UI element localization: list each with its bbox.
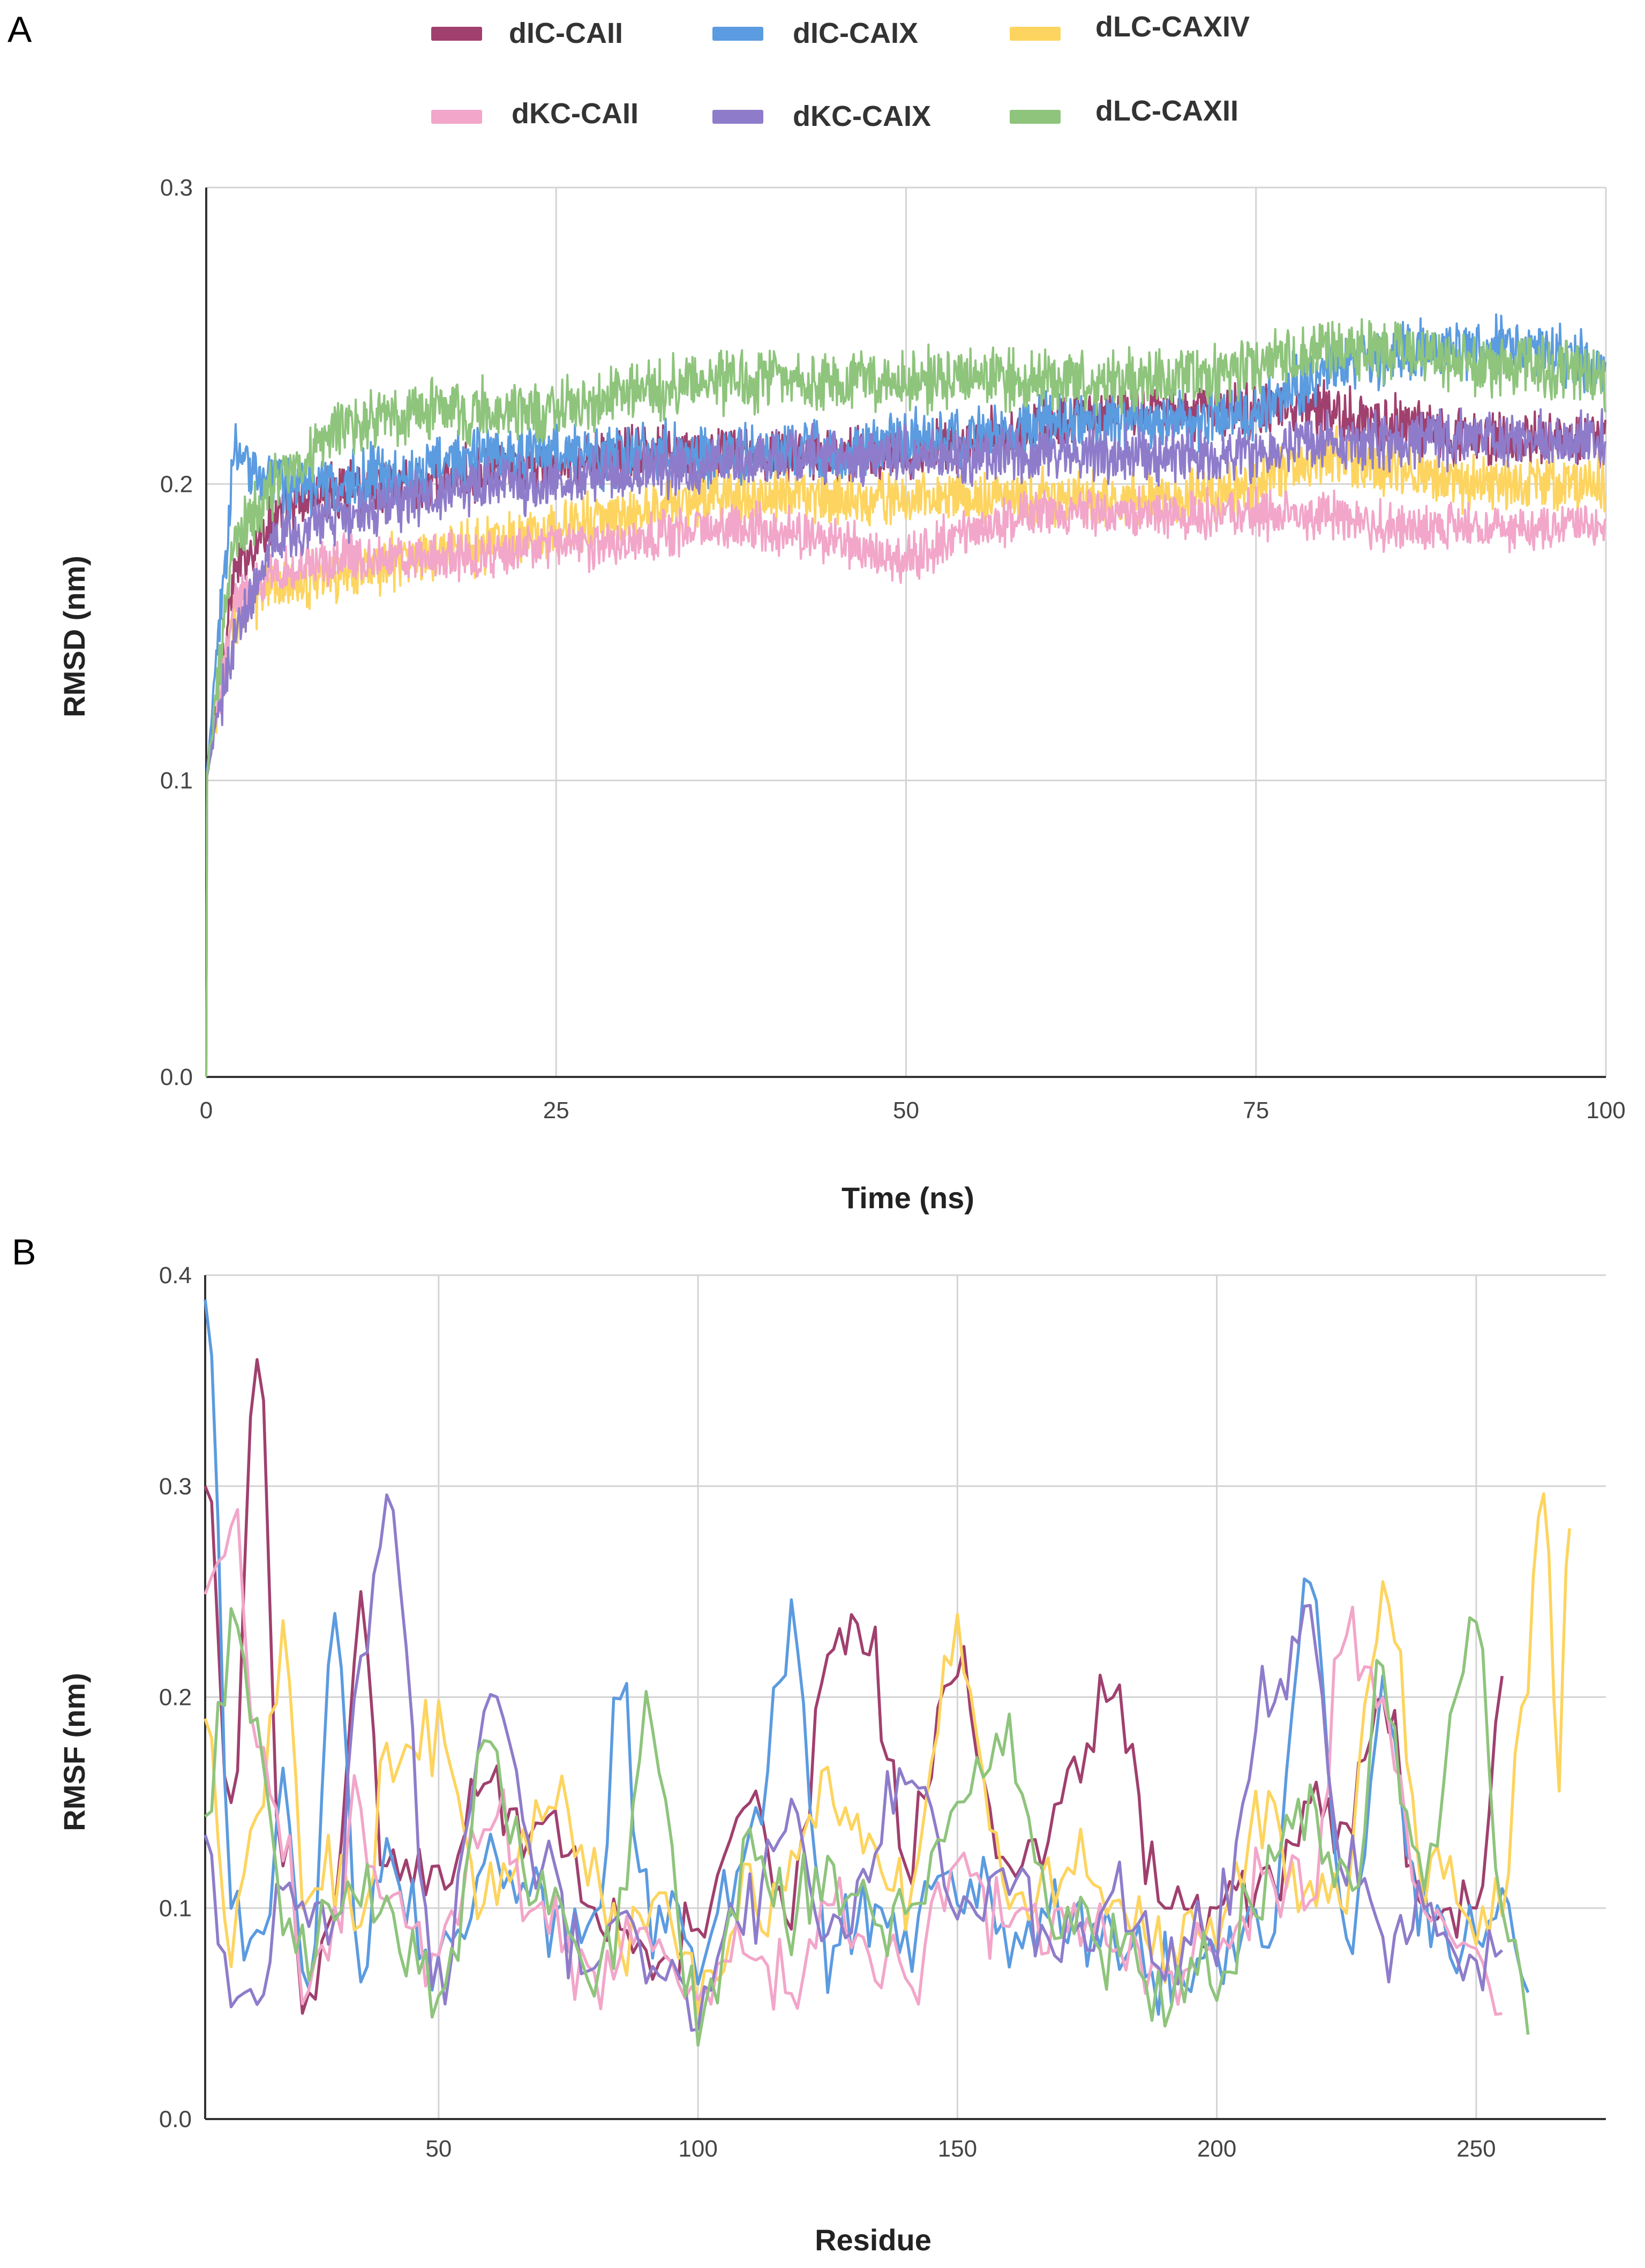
rmsf-series-dic-caii [204, 1358, 1504, 2015]
rmsf-chart-ylabel: RMSF (nm) [57, 1673, 91, 1831]
rmsd-chart: Time (ns) RMSD (nm) 0.0 0.1 0.2 0.3 0 25 50 75 1… [57, 175, 1626, 1215]
rmsf-series-dkc-caii [204, 1508, 1503, 2016]
panel-b-letter: B [12, 1232, 36, 1273]
rmsf-gridlines [205, 1274, 1606, 2119]
legend-swatch-2 [712, 27, 763, 41]
rmsd-chart-xlabel: Time (ns) [842, 1181, 974, 1215]
rmsf-chart: Residue RMSF (nm) 0.0 0.1 0.2 0.3 0.4 50 100 15… [57, 1262, 1606, 2257]
rmsf-ytick-label-1: 0.1 [159, 1895, 192, 1921]
legend-label-5: dKC-CAIX [793, 100, 931, 132]
rmsd-series-dlc-caxii [205, 318, 1606, 1077]
rmsd-series [205, 313, 1606, 1077]
rmsd-gridlines [206, 186, 1607, 1077]
rmsd-ytick-label-1: 0.1 [160, 768, 193, 794]
rmsd-xtick-label-0: 0 [200, 1097, 213, 1124]
legend-label-3: dLC-CAXIV [1095, 11, 1250, 43]
legend-swatch-4 [431, 110, 482, 124]
rmsf-ytick-label-2: 0.2 [159, 1685, 192, 1711]
rmsd-ytick-label-3: 0.3 [160, 175, 193, 201]
legend-item-1: dIC-CAII [431, 17, 623, 49]
rmsf-ytick-label-4: 0.4 [159, 1262, 192, 1289]
legend-swatch-6 [1010, 110, 1061, 124]
legend-swatch-3 [1010, 27, 1061, 41]
rmsf-series-dlc-caxiv [204, 1492, 1571, 2015]
legend-item-5: dKC-CAIX [712, 100, 931, 132]
rmsd-xtick-label-1: 25 [543, 1097, 569, 1124]
rmsd-ytick-label-2: 0.2 [160, 471, 193, 497]
rmsd-xtick-label-3: 75 [1243, 1097, 1269, 1124]
rmsf-series [204, 1299, 1571, 2047]
legend-swatch-1 [431, 27, 482, 41]
rmsd-series-dkc-caix [205, 407, 1606, 1077]
rmsd-xtick-label-2: 50 [893, 1097, 919, 1124]
rmsd-ytick-label-0: 0.0 [160, 1064, 193, 1090]
rmsf-xtick-label-4: 250 [1456, 2136, 1496, 2162]
legend: dIC-CAII dIC-CAIX dLC-CAXIV dKC-CAII dKC… [431, 11, 1250, 132]
legend-label-1: dIC-CAII [509, 17, 623, 49]
legend-swatch-5 [712, 110, 763, 124]
rmsf-xtick-label-2: 150 [938, 2136, 977, 2162]
legend-item-3: dLC-CAXIV [1010, 11, 1250, 43]
legend-item-6: dLC-CAXII [1010, 95, 1238, 127]
rmsf-xtick-label-3: 200 [1197, 2136, 1236, 2162]
legend-label-2: dIC-CAIX [793, 17, 918, 49]
rmsf-xtick-label-1: 100 [678, 2136, 717, 2162]
rmsd-chart-ylabel: RMSD (nm) [57, 556, 91, 717]
rmsf-series-dkc-caix [204, 1493, 1504, 2032]
rmsf-ytick-label-3: 0.3 [159, 1473, 192, 1500]
legend-label-6: dLC-CAXII [1095, 95, 1238, 127]
rmsf-chart-xlabel: Residue [815, 2223, 932, 2257]
legend-item-4: dKC-CAII [431, 98, 639, 130]
rmsf-ytick-label-0: 0.0 [159, 2106, 192, 2132]
legend-item-2: dIC-CAIX [712, 17, 918, 49]
rmsf-series-dlc-caxii [204, 1607, 1530, 2047]
legend-label-4: dKC-CAII [512, 98, 639, 130]
rmsf-xtick-label-0: 50 [425, 2136, 452, 2162]
rmsd-series-dkc-caii [205, 485, 1606, 1077]
panel-a-letter: A [7, 9, 32, 50]
rmsd-xtick-label-4: 100 [1586, 1097, 1625, 1124]
